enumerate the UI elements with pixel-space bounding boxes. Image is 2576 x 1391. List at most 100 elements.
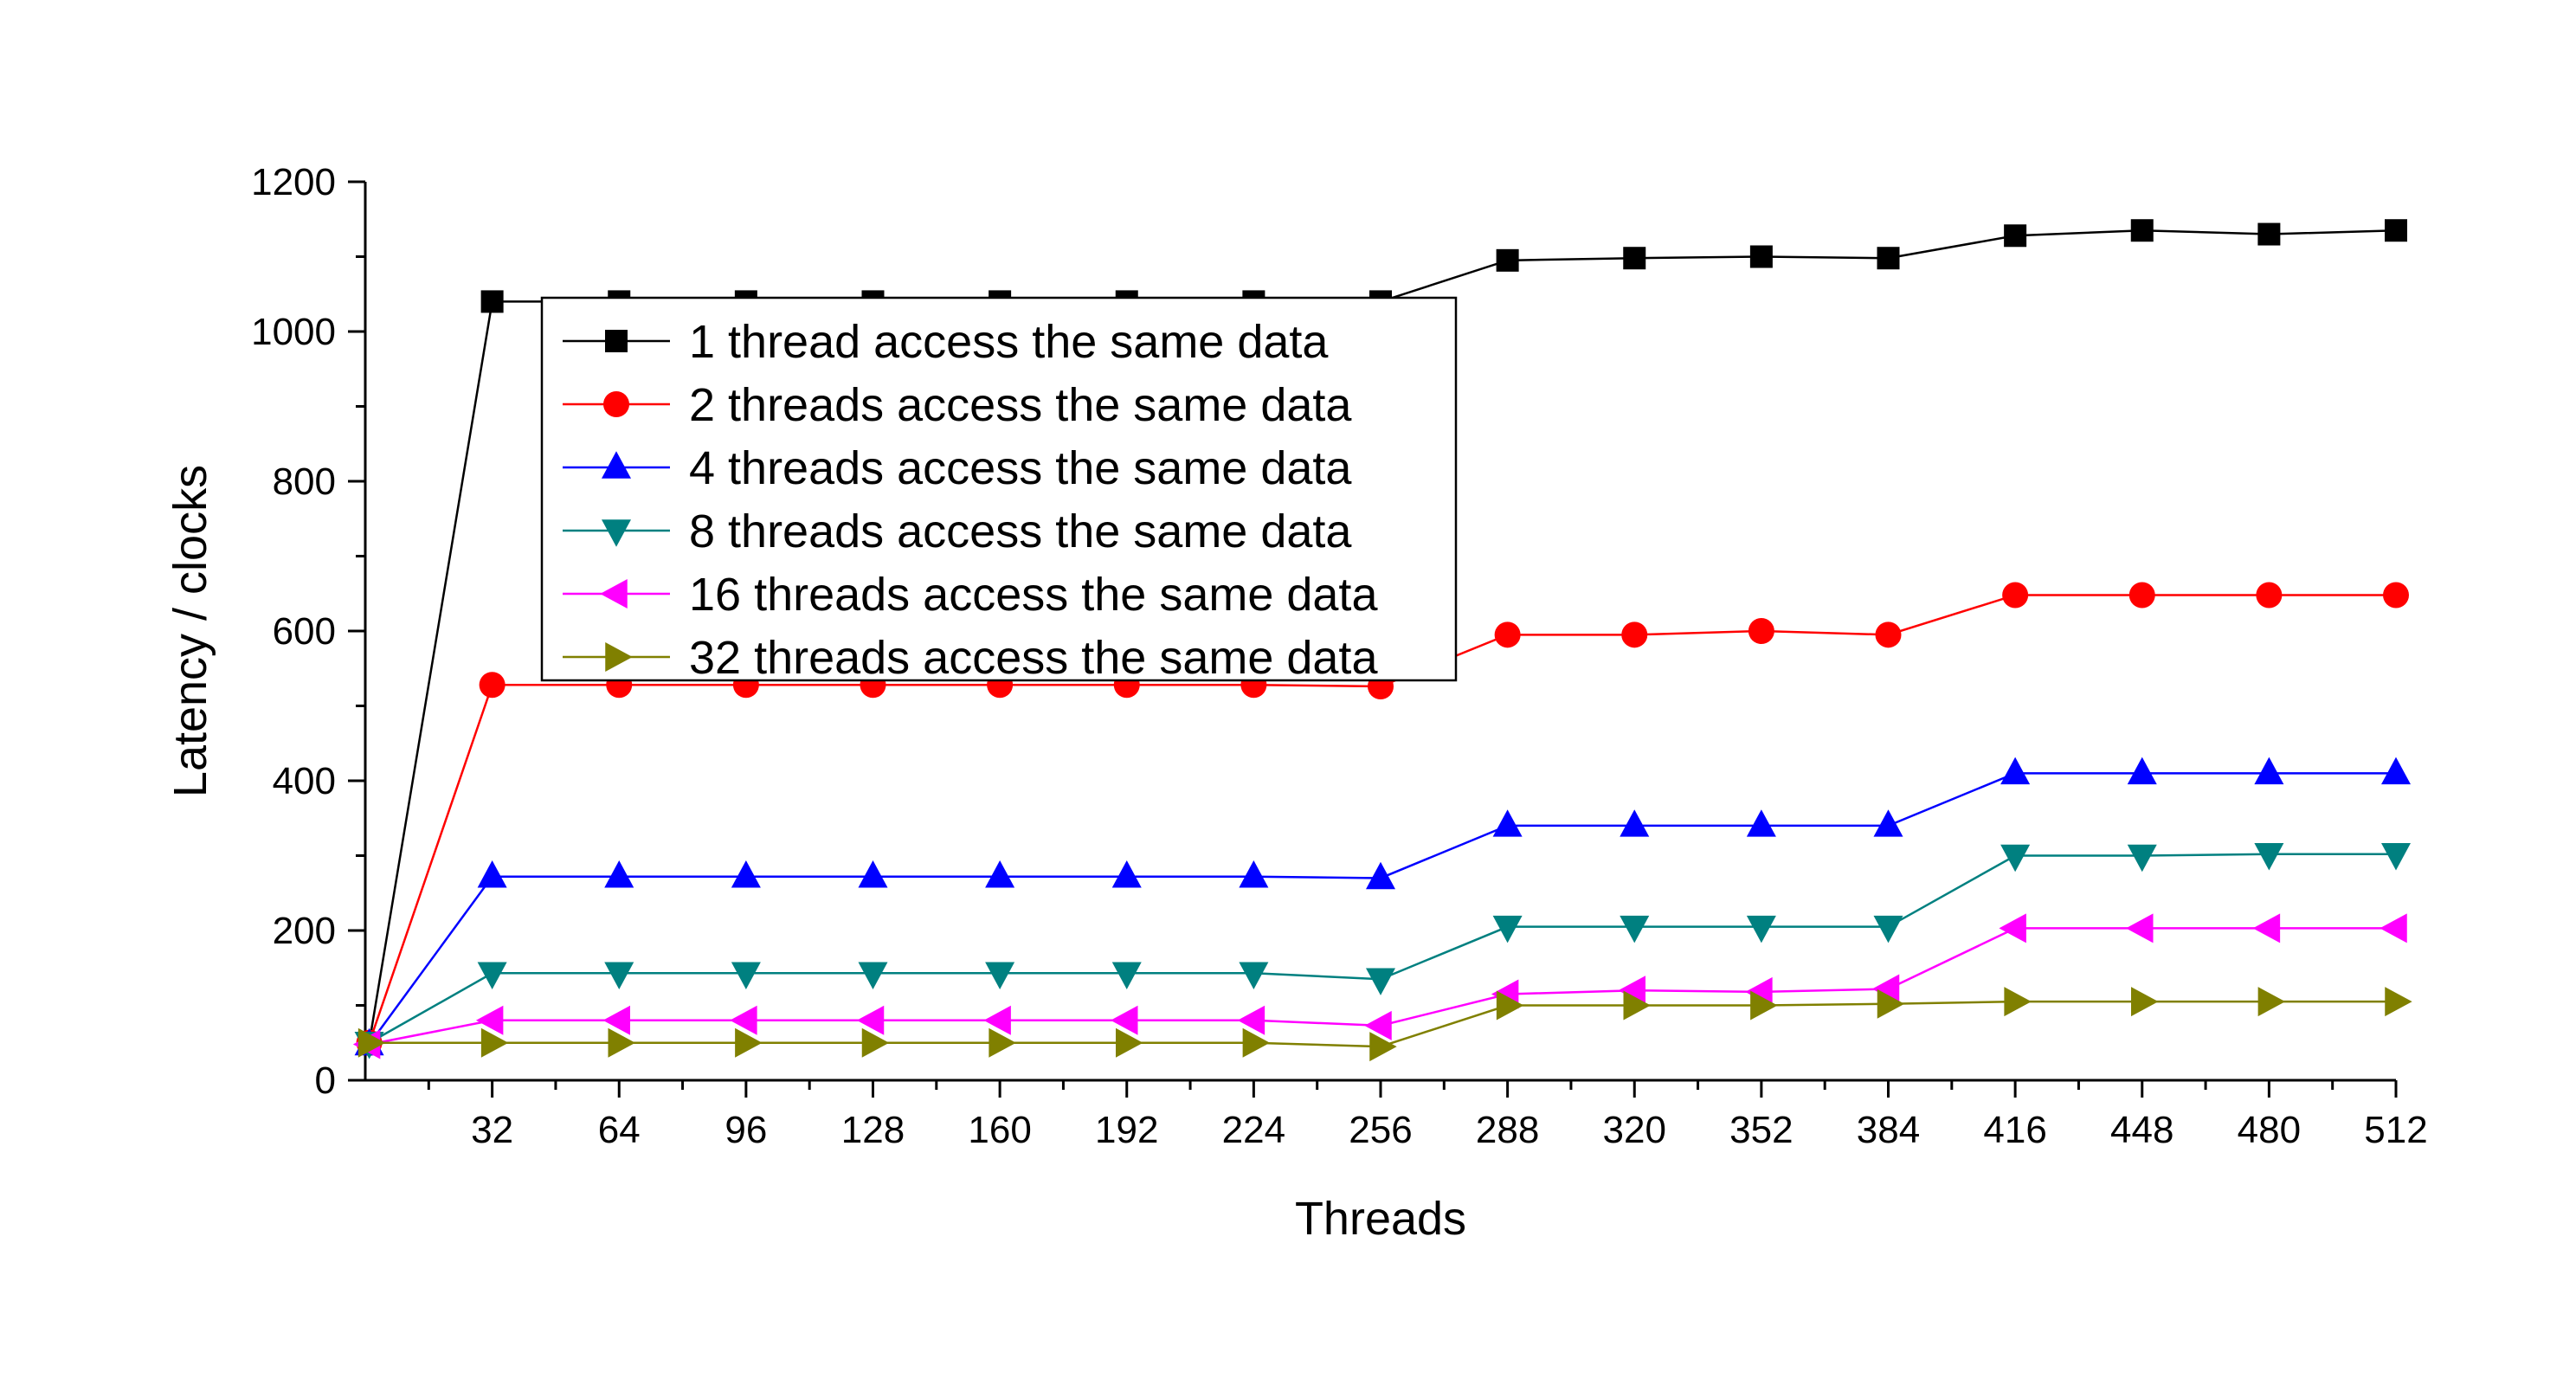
data-point [1111, 1005, 1138, 1035]
legend-label: 2 threads access the same data [689, 379, 1352, 431]
data-point [1749, 245, 1773, 268]
y-tick-label: 200 [273, 910, 336, 952]
x-tick-label: 320 [1603, 1109, 1666, 1151]
data-point [730, 1005, 757, 1035]
data-point [1877, 989, 1905, 1019]
legend-marker [603, 391, 629, 417]
legend-box [540, 296, 1458, 682]
data-point [1364, 1010, 1392, 1040]
data-point [604, 962, 634, 990]
legend-label: 16 threads access the same data [689, 569, 1378, 621]
y-tick-label: 400 [273, 760, 336, 802]
x-tick-label: 480 [2238, 1109, 2301, 1151]
data-point [2385, 987, 2412, 1017]
data-point [1877, 247, 1900, 270]
data-point [2128, 582, 2155, 609]
data-point [1496, 990, 1524, 1021]
data-point [1746, 809, 1776, 837]
x-tick-label: 128 [841, 1109, 905, 1151]
x-tick-label: 32 [471, 1109, 513, 1151]
legend-item: 32 threads access the same data [563, 632, 1378, 684]
data-point [1239, 962, 1269, 990]
legend-item: 1 thread access the same data [563, 316, 1329, 368]
x-tick-label: 352 [1729, 1109, 1793, 1151]
data-point [2130, 219, 2154, 242]
data-point [1239, 860, 1269, 888]
data-point [357, 1027, 386, 1058]
data-point [731, 962, 761, 990]
data-point [2380, 913, 2407, 943]
data-point [1873, 809, 1903, 837]
legend-item: 16 threads access the same data [563, 569, 1378, 621]
x-tick-label: 160 [968, 1109, 1031, 1151]
data-point [602, 1005, 630, 1035]
legend-item: 8 threads access the same data [563, 506, 1352, 557]
data-point [604, 860, 634, 888]
data-point [731, 860, 761, 888]
x-axis-title: Threads [1295, 1193, 1466, 1245]
x-tick-label: 288 [1476, 1109, 1539, 1151]
data-point [477, 962, 507, 990]
data-point [2381, 757, 2411, 785]
data-point [735, 1027, 763, 1058]
axes: 0 200 400 600 800 1000 1200 32 64 96 128 160 192 224 2… [251, 161, 2428, 1151]
data-point [1999, 913, 2026, 943]
data-point [2257, 987, 2286, 1017]
data-point [477, 860, 507, 888]
data-point [2385, 219, 2407, 242]
data-point [1623, 247, 1646, 270]
data-point [479, 672, 506, 699]
legend-item: 4 threads access the same data [563, 442, 1352, 494]
x-tick-label: 416 [1983, 1109, 2046, 1151]
series-3 [354, 757, 2411, 1056]
data-point [985, 860, 1015, 888]
legend-item: 2 threads access the same data [563, 379, 1352, 431]
data-point [1111, 860, 1142, 888]
data-point [2000, 844, 2031, 873]
data-point [1242, 1027, 1271, 1058]
x-tick-label: 256 [1349, 1109, 1412, 1151]
data-point [2257, 222, 2281, 246]
data-point [2002, 582, 2029, 609]
data-point [1111, 962, 1142, 990]
y-tick-label: 800 [273, 460, 336, 503]
data-point [2254, 757, 2284, 785]
legend-marker [605, 330, 628, 352]
data-point [2252, 913, 2281, 943]
data-point [861, 1027, 890, 1058]
data-point [1492, 809, 1523, 837]
data-point [2256, 582, 2283, 609]
data-point [1623, 990, 1651, 1021]
y-tick-label: 1200 [251, 161, 336, 203]
x-tick-label: 448 [2110, 1109, 2174, 1151]
legend-label: 4 threads access the same data [689, 442, 1352, 494]
data-point [858, 962, 888, 990]
data-point [1366, 861, 1395, 890]
x-tick-label: 512 [2364, 1109, 2427, 1151]
data-point [480, 1027, 509, 1058]
x-tick-label: 96 [724, 1109, 767, 1151]
data-point [2000, 757, 2031, 785]
series-5 [352, 913, 2407, 1059]
data-point [985, 962, 1015, 990]
data-point [1618, 976, 1645, 1006]
data-point [989, 1027, 1016, 1058]
data-point [1620, 809, 1650, 837]
data-point [1746, 915, 1776, 943]
data-point [2383, 582, 2409, 609]
data-point [2127, 844, 2157, 873]
legend-label: 1 thread access the same data [689, 316, 1329, 368]
series-line [368, 772, 2396, 1046]
data-point [1237, 1005, 1265, 1035]
data-point [1750, 990, 1778, 1021]
data-point [1494, 621, 1521, 648]
data-point [1369, 1032, 1397, 1062]
data-point [475, 1005, 504, 1035]
data-point [1871, 974, 1900, 1004]
data-point [2381, 843, 2411, 871]
legend-marker [605, 642, 633, 672]
y-tick-label: 0 [315, 1059, 336, 1102]
x-tick-label: 192 [1095, 1109, 1158, 1151]
x-tick-label: 64 [598, 1109, 641, 1151]
